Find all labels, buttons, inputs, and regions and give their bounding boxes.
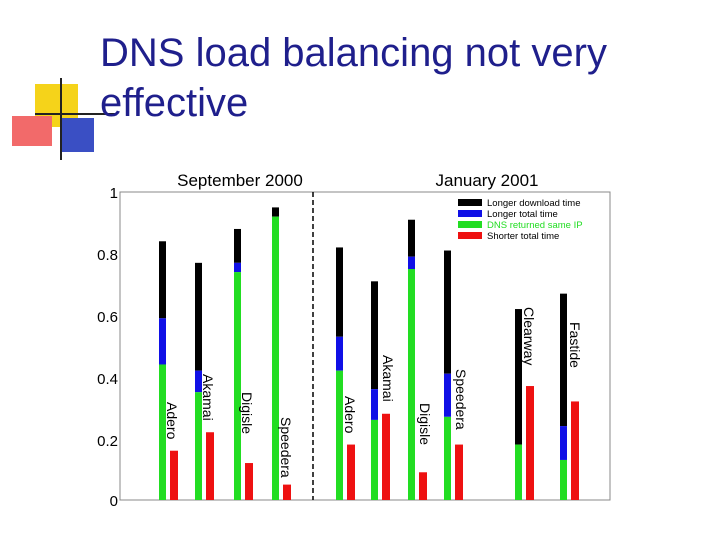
bar-shorter-total <box>455 444 463 500</box>
y-axis: 0 0.2 0.4 0.6 0.8 1 <box>97 185 118 510</box>
legend: Longer download time Longer total time D… <box>458 198 583 242</box>
bar-segment-longer-download <box>408 219 415 257</box>
bar-shorter-total <box>347 444 355 500</box>
legend-swatch-longer-total <box>458 210 482 217</box>
y-tick-label: 1 <box>110 185 118 202</box>
bar-shorter-total <box>206 432 214 500</box>
bar-segment-same-ip <box>444 416 451 500</box>
group-label: Speedera <box>453 369 469 430</box>
bar-segment-longer-total <box>560 426 567 460</box>
bar-shorter-total <box>571 401 579 500</box>
bar-shorter-total <box>245 463 253 500</box>
y-tick-label: 0 <box>110 493 118 510</box>
y-tick-label: 0.2 <box>97 433 118 450</box>
group-label: Akamai <box>380 355 396 402</box>
bar-shorter-total <box>170 450 178 500</box>
bar-shorter-total <box>283 484 291 500</box>
deco-red-square <box>12 116 52 146</box>
group-label: Adero <box>342 396 358 434</box>
bar-shorter-total <box>382 413 390 500</box>
legend-swatch-longer-download <box>458 199 482 206</box>
deco-blue-square <box>62 118 94 152</box>
bar-segment-longer-download <box>272 207 279 217</box>
bar-segment-longer-download <box>234 228 241 263</box>
group-labels: Adero Akamai Digisle Speedera Adero Akamai Dig… <box>164 307 583 478</box>
bar-segment-longer-total <box>371 389 378 420</box>
y-tick-label: 0.6 <box>97 309 118 326</box>
group-label: Adero <box>164 402 180 440</box>
bar-segment-same-ip <box>195 392 202 500</box>
legend-label-longer-total: Longer total time <box>487 209 558 220</box>
bar-segment-same-ip <box>408 269 415 500</box>
legend-label-shorter-total: Shorter total time <box>487 231 559 242</box>
bar-segment-longer-total <box>159 318 166 365</box>
legend-label-same-ip: DNS returned same IP <box>487 220 583 231</box>
bar-segment-same-ip <box>336 370 343 500</box>
bar-shorter-total <box>526 386 534 500</box>
y-tick-label: 0.4 <box>97 371 118 388</box>
bar-segment-longer-download <box>560 293 567 427</box>
bar-segment-longer-download <box>159 241 166 319</box>
bar-segment-longer-total <box>195 370 202 393</box>
bars <box>159 207 579 500</box>
bar-segment-longer-total <box>336 336 343 371</box>
bar-segment-same-ip <box>159 364 166 500</box>
bar-segment-longer-total <box>408 256 415 269</box>
legend-swatch-same-ip <box>458 221 482 228</box>
bar-segment-longer-download <box>195 262 202 371</box>
group-label: Speedera <box>278 417 294 478</box>
legend-swatch-shorter-total <box>458 232 482 239</box>
bar-segment-same-ip <box>515 444 522 500</box>
bar-segment-same-ip <box>234 272 241 500</box>
group-label: Fastide <box>567 322 583 368</box>
bar-segment-longer-total <box>444 373 451 417</box>
group-label: Digisle <box>417 403 433 445</box>
bar-segment-same-ip <box>371 419 378 500</box>
bar-segment-longer-download <box>444 250 451 374</box>
group-label: Akamai <box>200 374 216 421</box>
plot-frame <box>119 191 611 501</box>
bar-segment-longer-download <box>371 281 378 390</box>
bar-segment-longer-download <box>515 309 522 445</box>
slide-title: DNS load balancing not very effective <box>100 31 607 125</box>
legend-label-longer-download: Longer download time <box>487 198 580 209</box>
deco-vertical-line <box>60 78 62 160</box>
period-label-january: January 2001 <box>435 171 538 190</box>
bar-segment-longer-total <box>234 262 241 273</box>
group-label: Clearway <box>521 307 537 365</box>
deco-horizontal-line <box>35 113 117 115</box>
group-label: Digisle <box>239 392 255 434</box>
period-label-september: September 2000 <box>177 171 303 190</box>
bar-segment-same-ip <box>560 459 567 500</box>
bar-shorter-total <box>419 472 427 500</box>
bar-segment-longer-download <box>336 247 343 337</box>
y-tick-label: 0.8 <box>97 247 118 264</box>
bar-segment-same-ip <box>272 216 279 500</box>
